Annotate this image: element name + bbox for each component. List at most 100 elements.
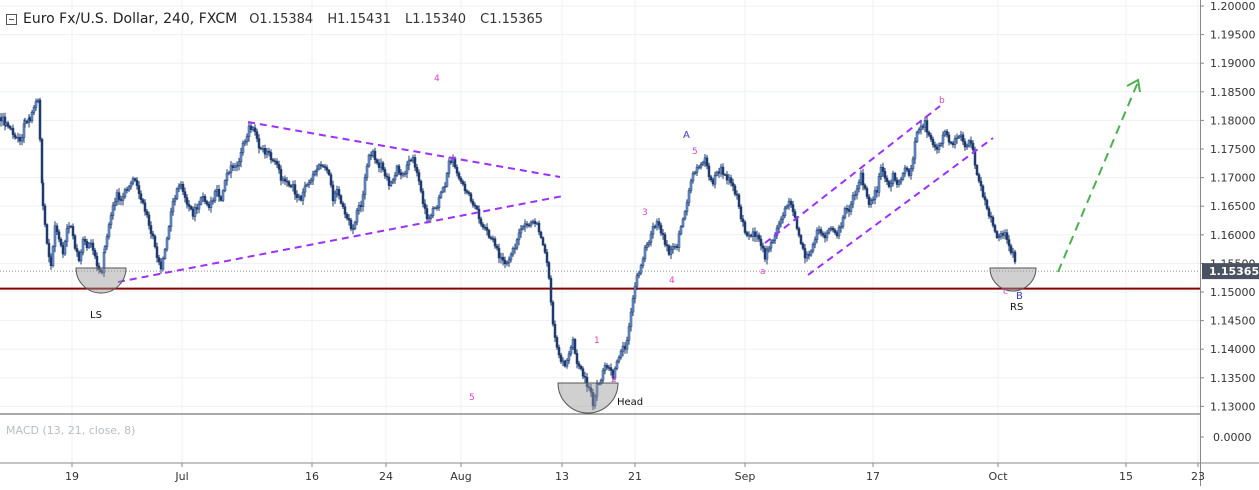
- candle-body: [871, 199, 875, 201]
- candle-body: [411, 157, 415, 161]
- candle-body: [675, 245, 679, 248]
- candle-body: [497, 247, 501, 259]
- candle-body: [309, 179, 313, 183]
- candle-body: [729, 177, 733, 184]
- candle-body: [185, 197, 189, 205]
- label-rs: RS: [1010, 302, 1023, 313]
- candle-body: [815, 229, 819, 240]
- candle-body: [71, 226, 75, 237]
- candle-body: [601, 370, 605, 381]
- candle-body: [837, 227, 841, 237]
- candle-body: [6, 122, 10, 127]
- time-tick-label: 24: [379, 470, 393, 483]
- candle-body: [489, 237, 493, 239]
- candle-body: [877, 176, 881, 193]
- candle-body: [20, 137, 24, 142]
- candle-body: [485, 227, 489, 231]
- candle-body: [269, 152, 273, 160]
- candle-body: [529, 222, 533, 226]
- candle-body: [407, 159, 411, 166]
- candle-body: [377, 162, 381, 168]
- candle-body: [869, 200, 873, 205]
- candle-body: [257, 138, 261, 149]
- candle-body: [691, 173, 695, 182]
- last-price-tag: [1202, 263, 1259, 280]
- candle-body: [103, 246, 107, 253]
- wave-label: 4: [434, 74, 440, 84]
- price-tick-label: 1.14000: [1210, 343, 1256, 356]
- candle-body: [123, 189, 127, 198]
- candle-body: [855, 188, 859, 196]
- candle-body: [719, 166, 723, 174]
- candle-body: [801, 243, 805, 249]
- candle-body: [827, 228, 831, 234]
- price-tick-label: 1.17500: [1210, 143, 1256, 156]
- candle-body: [397, 165, 401, 174]
- candle-body: [917, 129, 921, 133]
- candle-body: [113, 201, 117, 206]
- candle-body: [55, 225, 59, 233]
- candle-body: [297, 195, 301, 198]
- head-bowl: [557, 382, 619, 414]
- candle-body: [509, 254, 513, 261]
- candle-body: [28, 117, 32, 122]
- candle-body: [553, 324, 557, 338]
- label-ls: LS: [90, 310, 102, 321]
- ohlc-readout: O1.15384 H1.15431 L1.15340 C1.15365: [249, 12, 553, 27]
- candle-body: [891, 173, 895, 184]
- candle-body: [139, 193, 143, 200]
- candle-body: [747, 234, 751, 237]
- candle-body: [435, 207, 439, 209]
- candle-body: [671, 246, 675, 250]
- candle-body: [725, 174, 729, 181]
- candle-body: [991, 216, 995, 226]
- candle-body: [633, 285, 637, 299]
- candle-body: [967, 140, 971, 147]
- candle-body: [819, 229, 823, 234]
- candle-body: [16, 136, 20, 139]
- candle-body: [89, 242, 93, 245]
- wave-label-b: B: [1016, 291, 1023, 302]
- candle-body: [901, 173, 905, 180]
- candle-body: [109, 215, 113, 225]
- candle-body: [977, 174, 981, 182]
- wave-label: 2: [611, 375, 617, 385]
- candle-body: [147, 214, 151, 226]
- candle-body: [853, 194, 857, 197]
- candle-body: [709, 176, 713, 181]
- candle-body: [765, 249, 769, 260]
- candle-body: [943, 131, 947, 136]
- candle-body: [705, 157, 709, 167]
- candle-body: [835, 232, 839, 237]
- price-tick-label: 1.15000: [1210, 286, 1256, 299]
- candle-body: [501, 256, 505, 261]
- candle-body: [351, 228, 355, 230]
- candle-body: [763, 248, 767, 260]
- candle-body: [791, 204, 795, 212]
- candle-body: [849, 203, 853, 212]
- candle-body: [359, 205, 363, 208]
- candle-body: [40, 139, 44, 184]
- collapse-icon[interactable]: [6, 13, 17, 25]
- candle-body: [889, 183, 893, 187]
- triangle-upper-line: [247, 121, 561, 178]
- candle-body: [699, 164, 703, 168]
- candle-body: [261, 148, 265, 150]
- candle-body: [51, 246, 55, 266]
- candle-body: [507, 259, 511, 264]
- candle-body: [667, 245, 671, 255]
- candle-body: [9, 127, 13, 130]
- candle-body: [627, 326, 631, 341]
- candle-body: [851, 195, 855, 205]
- pattern-lines: [117, 78, 1141, 283]
- candle-body: [169, 211, 173, 227]
- wave-label: 3: [642, 208, 648, 218]
- candle-body: [319, 164, 323, 166]
- candle-body: [335, 189, 339, 194]
- candle-body: [73, 235, 77, 249]
- time-tick-label: Aug: [450, 470, 471, 483]
- candle-body: [315, 168, 319, 172]
- candle-body: [373, 150, 377, 161]
- candle-body: [839, 226, 843, 228]
